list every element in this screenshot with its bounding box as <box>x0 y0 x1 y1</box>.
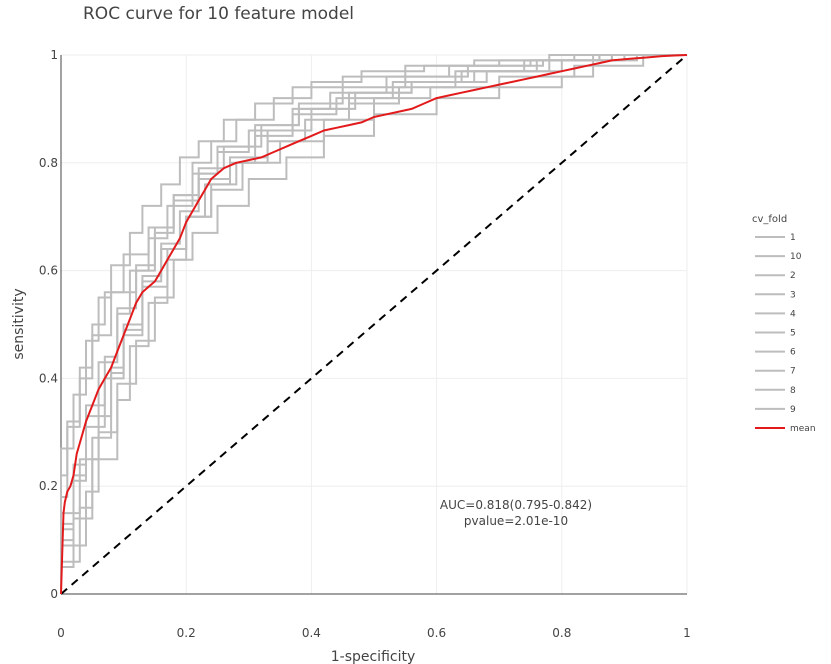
x-tick-label: 0.6 <box>427 626 446 640</box>
roc-line-fold-3 <box>60 54 687 594</box>
legend-label-9: 9 <box>790 405 796 415</box>
pvalue-text: pvalue=2.01e-10 <box>464 514 568 528</box>
x-axis-label: 1-specificity <box>331 649 416 664</box>
x-tick-label: 0.2 <box>177 626 196 640</box>
chart-title: ROC curve for 10 feature model <box>83 4 354 24</box>
y-tick-label: 0.4 <box>39 371 58 385</box>
y-tick-label: 0.6 <box>39 264 58 278</box>
y-axis-label: sensitivity <box>11 288 27 359</box>
roc-line-fold-7 <box>60 54 687 594</box>
legend-label-8: 8 <box>790 386 796 396</box>
legend-label-4: 4 <box>790 309 796 319</box>
tick-labels: 0 0.2 0.4 0.6 0.8 1 0 0.2 0.4 0.6 0.8 1 <box>39 48 691 640</box>
legend-label-5: 5 <box>790 329 796 339</box>
y-tick-label: 0 <box>50 587 58 601</box>
legend-label-6: 6 <box>790 348 796 358</box>
x-tick-label: 0.8 <box>552 626 571 640</box>
legend-label-3: 3 <box>790 290 796 300</box>
series-layer <box>60 54 688 595</box>
legend-label-10: 10 <box>790 252 802 262</box>
legend-label-2: 2 <box>790 271 796 281</box>
legend-label-7: 7 <box>790 367 796 377</box>
legend: cv_fold 1 10 2 3 4 5 6 7 8 9 mean <box>752 214 816 434</box>
diagonal-reference-line <box>60 54 688 595</box>
roc-line-fold-4 <box>60 54 687 594</box>
legend-label-mean: mean <box>790 424 816 434</box>
y-tick-label: 0.2 <box>39 479 58 493</box>
auc-annotation: AUC=0.818(0.795-0.842) pvalue=2.01e-10 <box>440 498 592 528</box>
legend-title: cv_fold <box>752 214 787 225</box>
x-tick-label: 0 <box>57 626 65 640</box>
auc-text: AUC=0.818(0.795-0.842) <box>440 498 592 512</box>
x-tick-label: 1 <box>683 626 691 640</box>
y-tick-label: 0.8 <box>39 156 58 170</box>
legend-label-1: 1 <box>790 233 796 243</box>
roc-line-fold-5 <box>60 54 687 594</box>
roc-line-fold-8 <box>60 54 687 594</box>
y-tick-label: 1 <box>50 48 58 62</box>
roc-line-mean <box>60 54 688 595</box>
x-tick-label: 0.4 <box>302 626 321 640</box>
